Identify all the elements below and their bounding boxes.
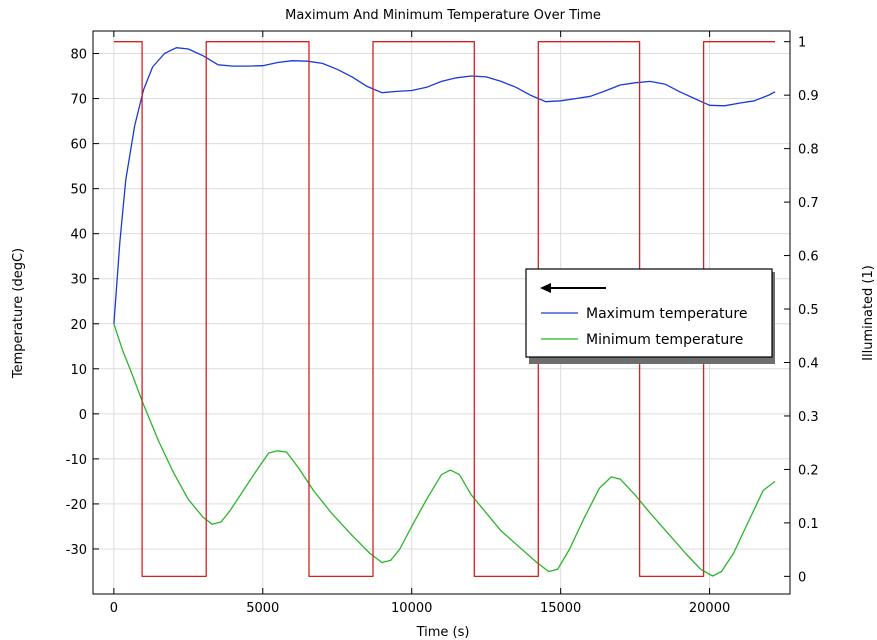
y-tick-label: 70	[70, 93, 87, 108]
legend: Maximum temperature Minimum temperature	[525, 268, 775, 364]
y2-tick-label: 1	[798, 36, 806, 51]
legend-label-min-temperature: Minimum temperature	[586, 332, 743, 348]
y2-axis-label: Illuminated (1)	[861, 265, 876, 361]
y-tick-label: 60	[70, 138, 87, 153]
y-tick-label: 40	[70, 228, 87, 243]
y2-tick-label: 0.1	[798, 517, 819, 532]
y-tick-label: 0	[79, 408, 87, 423]
y2-tick-label: 0.3	[798, 410, 819, 425]
legend-label-max-temperature: Maximum temperature	[586, 306, 747, 322]
y2-tick-label: 0.6	[798, 250, 819, 265]
y-tick-label: 10	[70, 363, 87, 378]
y2-tick-label: 0.2	[798, 463, 819, 478]
y-axis-ticks: -30 -20 -10 0 10 20 30 40 50 60 70 80	[66, 48, 99, 558]
x-axis-ticks: 0 5000 10000 15000 20000	[110, 31, 730, 616]
x-tick-label: 15000	[540, 601, 581, 616]
y-axis-label: Temperature (degC)	[11, 248, 26, 379]
x-tick-label: 10000	[391, 601, 432, 616]
series-line-max-temperature	[113, 47, 776, 324]
chart-title: Maximum And Minimum Temperature Over Tim…	[285, 8, 601, 23]
y-tick-label: 80	[70, 48, 87, 63]
plot-frame	[92, 30, 791, 595]
series-line-min-temperature	[113, 323, 776, 577]
x-tick-label: 20000	[689, 601, 730, 616]
x-tick-label: 5000	[246, 601, 279, 616]
y2-axis-ticks: 0 0.1 0.2 0.3 0.4 0.5 0.6 0.7 0.8 0.9 1	[784, 36, 819, 585]
y2-tick-label: 0.8	[798, 143, 819, 158]
y-tick-label: 20	[70, 318, 87, 333]
y2-tick-label: 0	[798, 570, 806, 585]
legend-arrow-head	[540, 283, 551, 293]
y2-tick-label: 0.7	[798, 196, 819, 211]
series-line-illuminated	[113, 41, 776, 578]
grid-lines	[93, 31, 790, 594]
y2-tick-label: 0.5	[798, 303, 819, 318]
y-tick-label: -20	[66, 498, 87, 513]
y-tick-label: -30	[66, 543, 87, 558]
plot-area	[113, 41, 776, 578]
y2-tick-label: 0.9	[798, 89, 819, 104]
x-axis-label: Time (s)	[416, 625, 470, 640]
y-tick-label: 50	[70, 183, 87, 198]
y2-tick-label: 0.4	[798, 356, 819, 371]
x-tick-label: 0	[110, 601, 118, 616]
y-tick-label: 30	[70, 273, 87, 288]
y-tick-label: -10	[66, 453, 87, 468]
